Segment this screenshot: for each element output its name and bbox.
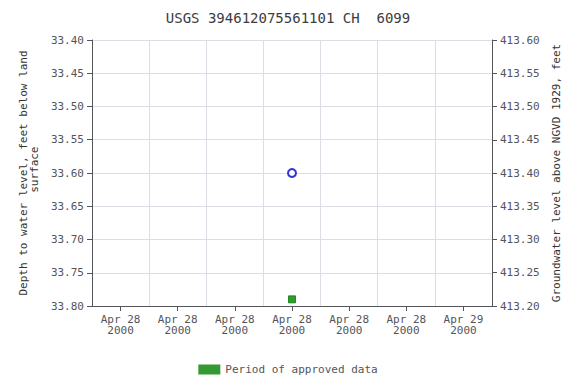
svg-text:Apr 28: Apr 28 xyxy=(215,313,255,326)
svg-text:Depth to water level, feet bel: Depth to water level, feet below land xyxy=(17,50,30,296)
svg-text:2000: 2000 xyxy=(336,324,363,337)
svg-text:2000: 2000 xyxy=(450,324,477,337)
svg-text:33.80: 33.80 xyxy=(51,300,84,313)
svg-text:413.30: 413.30 xyxy=(500,233,540,246)
svg-text:33.55: 33.55 xyxy=(51,133,84,146)
svg-text:USGS 394612075561101 CH 6099: USGS 394612075561101 CH 6099 xyxy=(166,10,410,26)
svg-text:413.40: 413.40 xyxy=(500,167,540,180)
svg-text:33.65: 33.65 xyxy=(51,200,84,213)
svg-text:413.50: 413.50 xyxy=(500,100,540,113)
svg-text:2000: 2000 xyxy=(107,324,134,337)
svg-text:Apr 28: Apr 28 xyxy=(329,313,369,326)
svg-text:413.20: 413.20 xyxy=(500,300,540,313)
svg-text:Apr 28: Apr 28 xyxy=(272,313,312,326)
svg-text:2000: 2000 xyxy=(222,324,249,337)
svg-text:Period of approved data: Period of approved data xyxy=(225,363,377,376)
svg-text:Groundwater level above NGVD 1: Groundwater level above NGVD 1929, feet xyxy=(550,44,563,302)
svg-text:Apr 29: Apr 29 xyxy=(443,313,484,326)
svg-text:33.40: 33.40 xyxy=(51,34,84,47)
svg-text:413.60: 413.60 xyxy=(500,34,540,47)
svg-text:surface: surface xyxy=(28,147,41,200)
svg-text:2000: 2000 xyxy=(164,324,191,337)
svg-text:2000: 2000 xyxy=(393,324,420,337)
svg-text:Apr 28: Apr 28 xyxy=(157,313,198,326)
svg-text:33.60: 33.60 xyxy=(51,167,84,180)
svg-text:33.75: 33.75 xyxy=(51,266,84,279)
svg-text:33.50: 33.50 xyxy=(51,100,84,113)
svg-text:2000: 2000 xyxy=(279,324,306,337)
svg-text:413.35: 413.35 xyxy=(500,200,540,213)
svg-text:413.45: 413.45 xyxy=(500,133,540,146)
svg-text:413.25: 413.25 xyxy=(500,266,540,279)
svg-text:Apr 28: Apr 28 xyxy=(386,313,427,326)
svg-text:33.70: 33.70 xyxy=(51,233,84,246)
svg-text:413.55: 413.55 xyxy=(500,67,540,80)
svg-text:Apr 28: Apr 28 xyxy=(100,313,141,326)
svg-text:33.45: 33.45 xyxy=(51,67,84,80)
